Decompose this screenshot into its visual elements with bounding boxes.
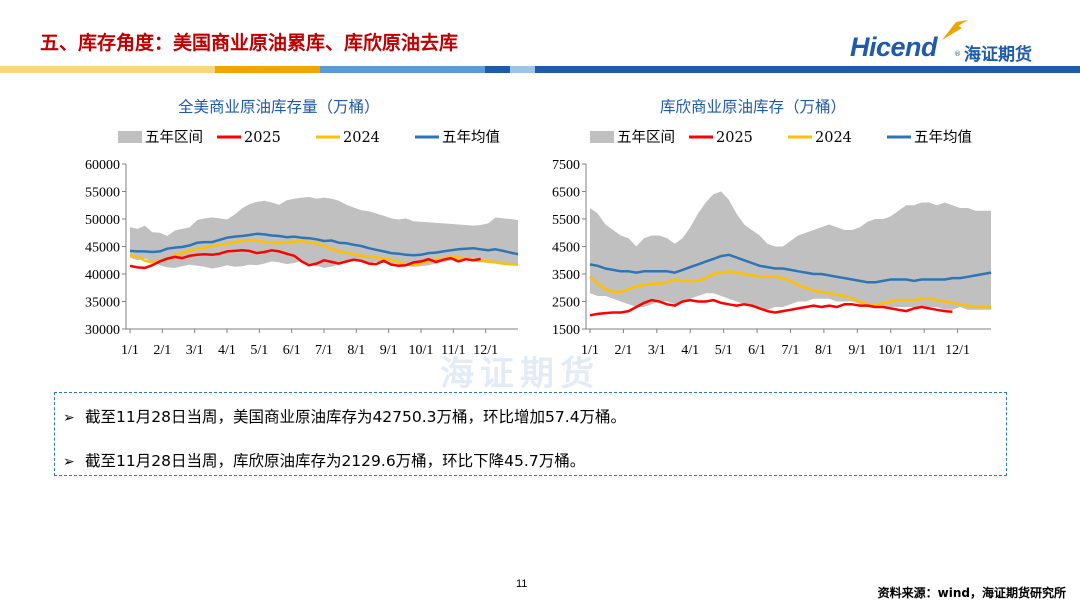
x-tick-label: 2/1 <box>614 343 632 358</box>
legend-swatch-range <box>118 131 142 143</box>
legend-label: 五年均值 <box>914 129 972 146</box>
band-segment-6 <box>535 66 1080 73</box>
legend-item-2: 2024 <box>788 130 852 146</box>
x-tick-label: 11/1 <box>912 343 936 358</box>
company-logo: Hicend ® 海证期货 <box>850 18 1060 68</box>
legend-label: 2025 <box>716 130 753 146</box>
x-tick-label: 11/1 <box>441 343 465 358</box>
x-tick-label: 9/1 <box>380 343 398 358</box>
summary-bullet-1-text: 截至11月28日当周，美国商业原油库存为42750.3万桶，环比增加57.4万桶… <box>85 408 627 426</box>
legend-label: 五年区间 <box>617 129 675 146</box>
band-segment-5 <box>510 66 535 73</box>
summary-bullet-2: ➢ 截至11月28日当周，库欣原油库存为2129.6万桶，环比下降45.7万桶。 <box>63 449 585 471</box>
bullet-arrow-icon: ➢ <box>63 410 75 426</box>
x-tick-label: 7/1 <box>782 343 800 358</box>
logo-chinese-name: 海证期货 <box>964 45 1032 65</box>
legend-item-0: 五年区间 <box>118 129 203 146</box>
legend-swatch-range <box>590 131 614 143</box>
x-tick-label: 10/1 <box>409 343 434 358</box>
chart-title-us-crude: 全美商业原油库存量（万桶） <box>178 98 380 116</box>
x-tick-label: 12/1 <box>945 343 970 358</box>
y-tick-label: 55000 <box>85 186 120 201</box>
x-tick-label: 3/1 <box>186 343 204 358</box>
legend-label: 2024 <box>815 130 852 146</box>
x-tick-label: 4/1 <box>681 343 699 358</box>
series-line-2025 <box>589 298 953 317</box>
logo-registered-mark: ® <box>954 50 961 58</box>
y-tick-label: 30000 <box>85 323 120 338</box>
watermark: 海证期货 <box>440 354 600 394</box>
y-tick-label: 1500 <box>552 323 580 338</box>
source-note: 资料来源：wind，海证期货研究所 <box>877 586 1066 600</box>
band-segment-4 <box>485 66 510 73</box>
logo-swoosh-icon <box>942 20 968 40</box>
x-tick-label: 8/1 <box>347 343 365 358</box>
y-tick-label: 40000 <box>85 268 120 283</box>
band-segment-2 <box>215 66 320 73</box>
y-tick-label: 4500 <box>552 241 580 256</box>
legend-item-1: 2025 <box>217 130 281 146</box>
legend-item-3: 五年均值 <box>415 129 500 146</box>
band-segment-1 <box>0 66 215 73</box>
x-tick-label: 6/1 <box>283 343 301 358</box>
summary-callout: ➢ 截至11月28日当周，美国商业原油库存为42750.3万桶，环比增加57.4万… <box>54 392 1007 476</box>
y-tick-label: 60000 <box>85 158 120 173</box>
legend-label: 2024 <box>343 130 380 146</box>
legend-label: 五年区间 <box>145 129 203 146</box>
series-line-2024 <box>129 238 519 267</box>
five-year-range-area <box>590 191 991 310</box>
x-tick-label: 5/1 <box>715 343 733 358</box>
logo-text: Hicend <box>850 32 938 62</box>
series-line-five-year-avg <box>589 253 992 284</box>
legend-label: 2025 <box>244 130 281 146</box>
x-tick-label: 9/1 <box>848 343 866 358</box>
y-tick-label: 50000 <box>85 213 120 228</box>
series-line-2025 <box>129 249 481 270</box>
legend-item-3: 五年均值 <box>887 129 972 146</box>
band-segment-3 <box>320 66 485 73</box>
slide-title: 五、库存角度：美国商业原油累库、库欣原油去库 <box>40 32 459 54</box>
bullet-arrow-icon: ➢ <box>63 454 75 470</box>
x-tick-label: 1/1 <box>581 343 599 358</box>
legend-item-1: 2025 <box>689 130 753 146</box>
x-tick-label: 7/1 <box>315 343 333 358</box>
legend-item-2: 2024 <box>316 130 380 146</box>
legend-item-0: 五年区间 <box>590 129 675 146</box>
page-number: 11 <box>516 578 528 590</box>
x-tick-label: 6/1 <box>748 343 766 358</box>
chart-title-cushing: 库欣商业原油库存（万桶） <box>660 98 847 116</box>
series-line-2024 <box>589 270 991 309</box>
x-tick-label: 12/1 <box>473 343 498 358</box>
chart-us-crude-inventory: 五年区间 2025 2024 五年均值 30000 35000 40000 45000 5000… <box>85 129 519 358</box>
x-tick-label: 1/1 <box>121 343 139 358</box>
y-tick-label: 45000 <box>85 241 120 256</box>
x-tick-label: 8/1 <box>815 343 833 358</box>
y-tick-label: 3500 <box>552 268 580 283</box>
x-tick-label: 10/1 <box>878 343 903 358</box>
x-tick-label: 2/1 <box>153 343 171 358</box>
x-tick-label: 4/1 <box>218 343 236 358</box>
header-color-band <box>0 66 1080 73</box>
x-tick-label: 5/1 <box>250 343 268 358</box>
series-line-five-year-avg <box>129 232 519 257</box>
y-tick-label: 7500 <box>552 158 580 173</box>
legend-label: 五年均值 <box>442 129 500 146</box>
y-tick-label: 6500 <box>552 186 580 201</box>
y-tick-label: 5500 <box>552 213 580 228</box>
x-tick-label: 3/1 <box>648 343 666 358</box>
chart-cushing-inventory: 五年区间 2025 2024 五年均值 1500 2500 3500 4500 5500 6500… <box>552 129 992 358</box>
summary-bullet-2-text: 截至11月28日当周，库欣原油库存为2129.6万桶，环比下降45.7万桶。 <box>85 452 586 470</box>
y-tick-label: 2500 <box>552 296 580 311</box>
y-tick-label: 35000 <box>85 296 120 311</box>
summary-bullet-1: ➢ 截至11月28日当周，美国商业原油库存为42750.3万桶，环比增加57.4万… <box>63 405 626 427</box>
